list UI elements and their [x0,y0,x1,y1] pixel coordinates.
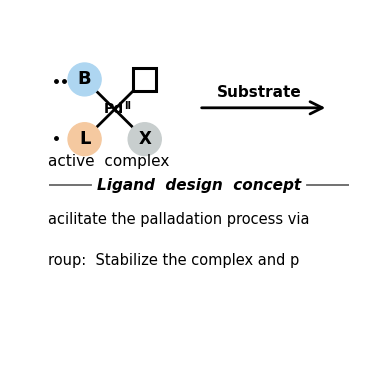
FancyBboxPatch shape [133,68,156,91]
Circle shape [128,123,161,156]
Text: II: II [125,101,132,111]
Text: Pd: Pd [104,102,124,116]
Text: X: X [138,130,151,148]
Circle shape [68,63,101,96]
Text: Substrate: Substrate [217,85,301,100]
Text: acilitate the palladation process via: acilitate the palladation process via [48,212,310,227]
Text: Ligand  design  concept: Ligand design concept [97,178,301,193]
Text: active  complex: active complex [48,154,170,169]
Text: B: B [78,71,92,88]
Text: L: L [79,130,90,148]
Circle shape [68,123,101,156]
Text: roup:  Stabilize the complex and p: roup: Stabilize the complex and p [48,253,300,268]
